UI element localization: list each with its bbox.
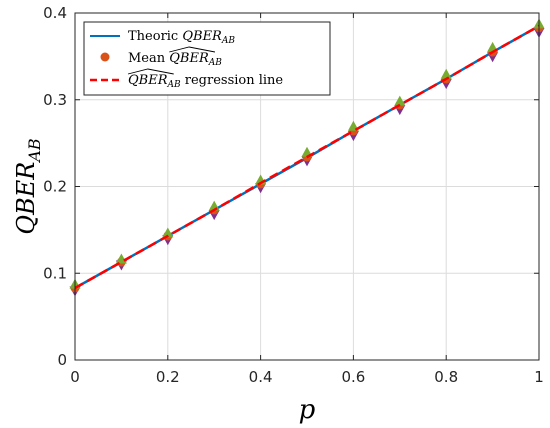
legend-box xyxy=(83,21,331,96)
x-tick-label: 1 xyxy=(534,368,544,386)
x-tick-label: 0 xyxy=(70,368,80,386)
legend-entry-theoric: Theoric QBERAB xyxy=(128,29,235,46)
y-tick-label: 0.2 xyxy=(43,178,67,196)
legend-entry-theoric-sub: AB xyxy=(221,36,235,46)
legend-entry-theoric-math: QBER xyxy=(182,29,222,44)
y-tick-label: 0.1 xyxy=(43,264,67,282)
y-axis-label: QBERAB xyxy=(12,138,44,234)
legend-entry-mean-prefix: Mean xyxy=(128,51,169,66)
x-tick-label: 0.2 xyxy=(156,368,180,386)
legend-hat-mean xyxy=(169,46,216,53)
legend-entry-regression-math: QBER xyxy=(128,73,168,88)
legend-entry-regression: QBERAB regression line xyxy=(128,73,283,90)
legend-entry-mean-math: QBER xyxy=(169,51,209,66)
plot-area xyxy=(69,18,545,297)
marker-upper-bound xyxy=(440,68,452,79)
y-axis-label-main: QBER xyxy=(12,162,40,235)
legend-entry-regression-suffix: regression line xyxy=(181,73,284,88)
y-tick-label: 0 xyxy=(57,351,67,369)
marker-upper-bound xyxy=(394,95,406,106)
x-axis-label: p xyxy=(299,395,316,425)
legend-swatch-mean xyxy=(100,52,110,62)
y-tick-label: 0.4 xyxy=(43,4,67,22)
series-line-regression xyxy=(74,24,540,290)
legend-entry-theoric-prefix: Theoric xyxy=(128,29,182,44)
legend-entry-mean-sub: AB xyxy=(208,58,222,68)
legend-entry-regression-sub: AB xyxy=(167,80,181,90)
axis-ticks: 0 0.2 0.4 0.6 0.8 1 0 0.1 0.2 0.3 0.4 xyxy=(43,4,544,386)
y-tick-label: 0.3 xyxy=(43,91,67,109)
x-tick-label: 0.4 xyxy=(249,368,273,386)
x-tick-label: 0.6 xyxy=(341,368,365,386)
legend: Theoric QBERAB Mean QBERAB QBERAB regres… xyxy=(83,21,331,96)
legend-entry-mean: Mean QBERAB xyxy=(128,51,222,68)
x-tick-label: 0.8 xyxy=(434,368,458,386)
legend-hat-regression xyxy=(127,68,174,75)
y-axis-label-subscript: AB xyxy=(25,138,44,164)
marker-upper-bound xyxy=(162,227,174,238)
